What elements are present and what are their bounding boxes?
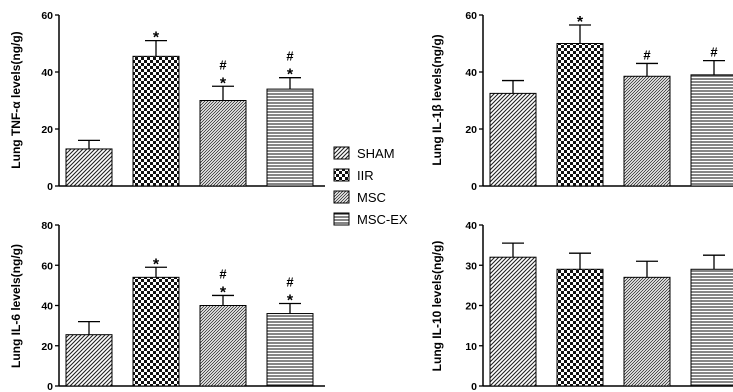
y-tick-label: 20 xyxy=(465,301,477,313)
y-tick-label: 40 xyxy=(465,220,477,232)
significance-star: * xyxy=(577,14,584,31)
significance-star: * xyxy=(220,284,227,301)
bar-iir xyxy=(132,276,180,387)
significance-star: * xyxy=(153,256,160,273)
y-tick-label: 20 xyxy=(41,341,53,353)
bar-sham xyxy=(489,256,537,387)
y-tick-label: 0 xyxy=(47,181,53,193)
significance-hash: # xyxy=(710,45,718,60)
bar-msc xyxy=(623,276,671,387)
y-tick-label: 60 xyxy=(465,10,477,22)
chart-panel-2: Lung IL-1β levels(ng/g) 0 20 40 60 * # # xyxy=(430,10,733,193)
y-axis-label: Lung IL-1β levels(ng/g) xyxy=(430,34,444,165)
bar-sham xyxy=(489,92,537,187)
y-tick-label: 0 xyxy=(471,381,477,392)
legend-label-iir: IIR xyxy=(357,168,374,183)
chart-panel-3: Lung IL-6 levels(ng/g) 0 20 40 60 80 * * # * # xyxy=(9,220,325,392)
y-tick-label: 0 xyxy=(47,381,53,392)
chart-panel-4: Lung IL-10 levels(ng/g) 0 10 20 30 40 xyxy=(430,220,733,392)
y-tick-label: 0 xyxy=(471,181,477,193)
significance-star: * xyxy=(287,67,294,84)
y-tick-label: 20 xyxy=(41,124,53,136)
legend-label-msc: MSC xyxy=(357,190,386,205)
legend-swatch-msc-ex xyxy=(333,212,350,226)
bar-msc xyxy=(199,305,247,387)
bar-msc-ex xyxy=(266,88,314,187)
legend-swatch-sham xyxy=(333,146,350,160)
y-axis-label: Lung TNF-α levels(ng/g) xyxy=(9,31,23,168)
bar-sham xyxy=(65,334,113,387)
bar-msc-ex xyxy=(690,268,733,387)
bar-iir xyxy=(556,43,604,187)
bar-iir xyxy=(132,55,180,187)
legend-label-sham: SHAM xyxy=(357,146,395,161)
bar-msc xyxy=(199,100,247,187)
y-axis-label: Lung IL-6 levels(ng/g) xyxy=(9,244,23,368)
bar-msc-ex xyxy=(690,74,733,187)
significance-hash: # xyxy=(286,274,294,289)
significance-star: * xyxy=(287,292,294,309)
significance-hash: # xyxy=(643,47,651,62)
bar-iir xyxy=(556,268,604,387)
y-tick-label: 30 xyxy=(465,260,477,272)
significance-hash: # xyxy=(219,57,227,72)
y-tick-label: 10 xyxy=(465,341,477,353)
y-tick-label: 20 xyxy=(465,124,477,136)
y-tick-label: 80 xyxy=(41,220,53,232)
y-tick-label: 40 xyxy=(41,67,53,79)
legend-label-msc-ex: MSC-EX xyxy=(357,212,408,227)
significance-star: * xyxy=(220,75,227,92)
legend-swatch-msc xyxy=(333,190,350,204)
y-tick-label: 40 xyxy=(465,67,477,79)
significance-star: * xyxy=(153,30,160,47)
y-axis-label: Lung IL-10 levels(ng/g) xyxy=(430,241,444,372)
y-tick-label: 60 xyxy=(41,260,53,272)
bar-msc-ex xyxy=(266,313,314,387)
chart-panel-1: Lung TNF-α levels(ng/g) 0 20 40 60 * * # * # xyxy=(9,10,325,193)
legend-swatch-iir xyxy=(333,168,350,182)
bar-msc xyxy=(623,75,671,187)
y-tick-label: 40 xyxy=(41,301,53,313)
significance-hash: # xyxy=(219,266,227,281)
significance-hash: # xyxy=(286,49,294,64)
bar-sham xyxy=(65,148,113,187)
legend: SHAM IIR MSC MSC-EX xyxy=(333,146,408,227)
y-tick-label: 60 xyxy=(41,10,53,22)
